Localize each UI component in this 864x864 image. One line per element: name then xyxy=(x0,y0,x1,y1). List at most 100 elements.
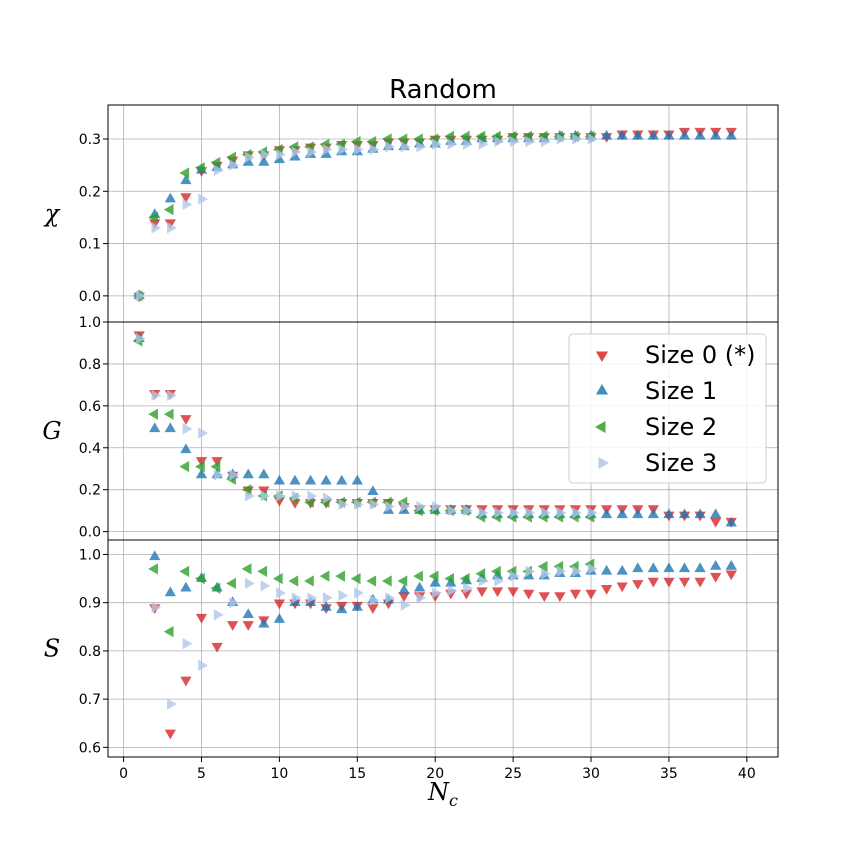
legend-entry-size-0: Size 0 (*) xyxy=(595,341,756,369)
panel-2-y-tick-label: 0.2 xyxy=(79,483,101,499)
data-point-size-3 xyxy=(338,143,349,156)
data-point-size-1 xyxy=(164,422,176,433)
data-point-size-2 xyxy=(179,565,190,577)
data-point-size-2 xyxy=(319,570,330,582)
data-point-size-2 xyxy=(226,151,236,163)
data-point-size-3 xyxy=(400,599,411,611)
data-point-size-1 xyxy=(180,581,192,592)
data-point-size-3 xyxy=(587,507,598,519)
data-point-size-3 xyxy=(322,492,333,504)
data-point-size-1 xyxy=(710,129,722,140)
data-point-size-3 xyxy=(229,159,240,171)
data-point-size-3 xyxy=(338,498,349,510)
legend: Size 0 (*) Size 1 Size 2 Size 3 xyxy=(568,333,767,484)
data-point-size-3 xyxy=(416,592,427,604)
data-point-size-3 xyxy=(525,135,536,148)
data-point-size-3 xyxy=(354,498,364,510)
panel-1-y-tick-label: 0.2 xyxy=(79,184,101,200)
data-point-size-3 xyxy=(400,141,411,153)
panel-1-y-tick-label: 0.1 xyxy=(79,237,101,253)
data-point-size-3 xyxy=(151,222,162,234)
data-point-size-2 xyxy=(148,211,158,224)
data-point-size-1 xyxy=(289,474,301,485)
panel-2: 0.0 0.2 0.4 0.6 0.8 1.0 G xyxy=(42,315,779,541)
data-point-size-3 xyxy=(463,138,473,150)
data-point-size-3 xyxy=(307,490,318,502)
data-point-size-1 xyxy=(663,129,675,140)
data-point-size-2 xyxy=(366,575,377,587)
data-point-size-1 xyxy=(351,601,363,611)
data-point-size-1 xyxy=(398,584,410,594)
data-point-size-1 xyxy=(632,562,644,573)
legend-marker-size-3 xyxy=(598,456,609,470)
data-point-size-2 xyxy=(304,496,314,508)
data-point-size-2 xyxy=(537,560,548,573)
data-point-size-3 xyxy=(463,505,473,517)
data-point-size-3 xyxy=(167,698,177,710)
data-point-size-0 xyxy=(710,517,722,528)
data-point-size-1 xyxy=(647,129,659,140)
data-point-size-3 xyxy=(260,149,271,161)
data-point-size-1 xyxy=(600,508,613,519)
data-point-size-3 xyxy=(385,141,395,153)
data-point-size-1 xyxy=(647,562,659,573)
data-point-size-1 xyxy=(616,508,628,519)
panel-2-y-tick-label: 0.6 xyxy=(79,399,101,415)
data-point-size-1 xyxy=(694,562,706,573)
legend-label-size-2: Size 2 xyxy=(645,413,717,441)
data-point-size-3 xyxy=(572,133,582,145)
data-point-size-1 xyxy=(242,608,254,618)
legend-marker-size-1 xyxy=(595,384,609,395)
data-point-size-3 xyxy=(229,469,240,481)
x-axis-label-main: N xyxy=(427,778,450,806)
data-point-size-2 xyxy=(350,135,361,148)
data-point-size-3 xyxy=(213,164,224,176)
x-tick-label: 40 xyxy=(738,766,756,782)
data-point-size-0 xyxy=(211,642,223,653)
data-point-size-3 xyxy=(572,507,582,519)
data-point-size-1 xyxy=(663,562,675,573)
data-point-size-0 xyxy=(242,621,254,631)
data-point-size-3 xyxy=(198,427,208,439)
data-point-size-1 xyxy=(600,564,613,575)
data-point-size-3 xyxy=(291,592,302,604)
x-axis-label-sub: c xyxy=(449,791,458,810)
data-point-size-1 xyxy=(678,562,691,573)
data-point-size-3 xyxy=(416,500,427,513)
data-point-size-1 xyxy=(336,474,348,485)
data-point-size-2 xyxy=(210,582,221,594)
data-point-size-1 xyxy=(320,474,332,485)
panel-2-y-tick-label: 0.0 xyxy=(79,525,101,541)
data-point-size-1 xyxy=(258,156,270,166)
data-point-size-1 xyxy=(149,422,161,433)
data-point-size-3 xyxy=(244,577,255,590)
data-point-size-3 xyxy=(494,507,505,519)
panel-3-y-axis-label: S xyxy=(44,635,60,663)
data-point-size-1 xyxy=(710,508,722,519)
data-point-size-0 xyxy=(663,577,675,588)
data-point-size-2 xyxy=(397,575,408,587)
data-point-size-3 xyxy=(182,423,193,435)
data-point-size-3 xyxy=(509,135,520,148)
x-tick-label: 10 xyxy=(270,766,288,782)
data-point-size-0 xyxy=(195,613,208,624)
data-point-size-1 xyxy=(678,508,691,519)
data-point-size-3 xyxy=(509,507,520,519)
data-point-size-3 xyxy=(431,138,442,150)
panel-3-y-tick-label: 1.0 xyxy=(79,547,101,563)
data-point-size-2 xyxy=(210,461,221,473)
data-point-size-3 xyxy=(182,638,193,650)
data-point-size-3 xyxy=(431,587,442,599)
data-point-size-1 xyxy=(367,485,379,496)
data-point-size-3 xyxy=(400,500,411,513)
data-point-size-1 xyxy=(694,508,706,519)
data-point-size-3 xyxy=(322,143,333,156)
data-point-size-1 xyxy=(632,508,644,519)
data-point-size-2 xyxy=(148,563,158,575)
data-point-size-2 xyxy=(444,572,455,585)
data-point-size-3 xyxy=(541,135,551,148)
data-point-size-1 xyxy=(351,474,363,485)
data-point-size-1 xyxy=(413,581,426,592)
chart-title: Random xyxy=(389,75,497,105)
data-point-size-3 xyxy=(494,135,505,148)
